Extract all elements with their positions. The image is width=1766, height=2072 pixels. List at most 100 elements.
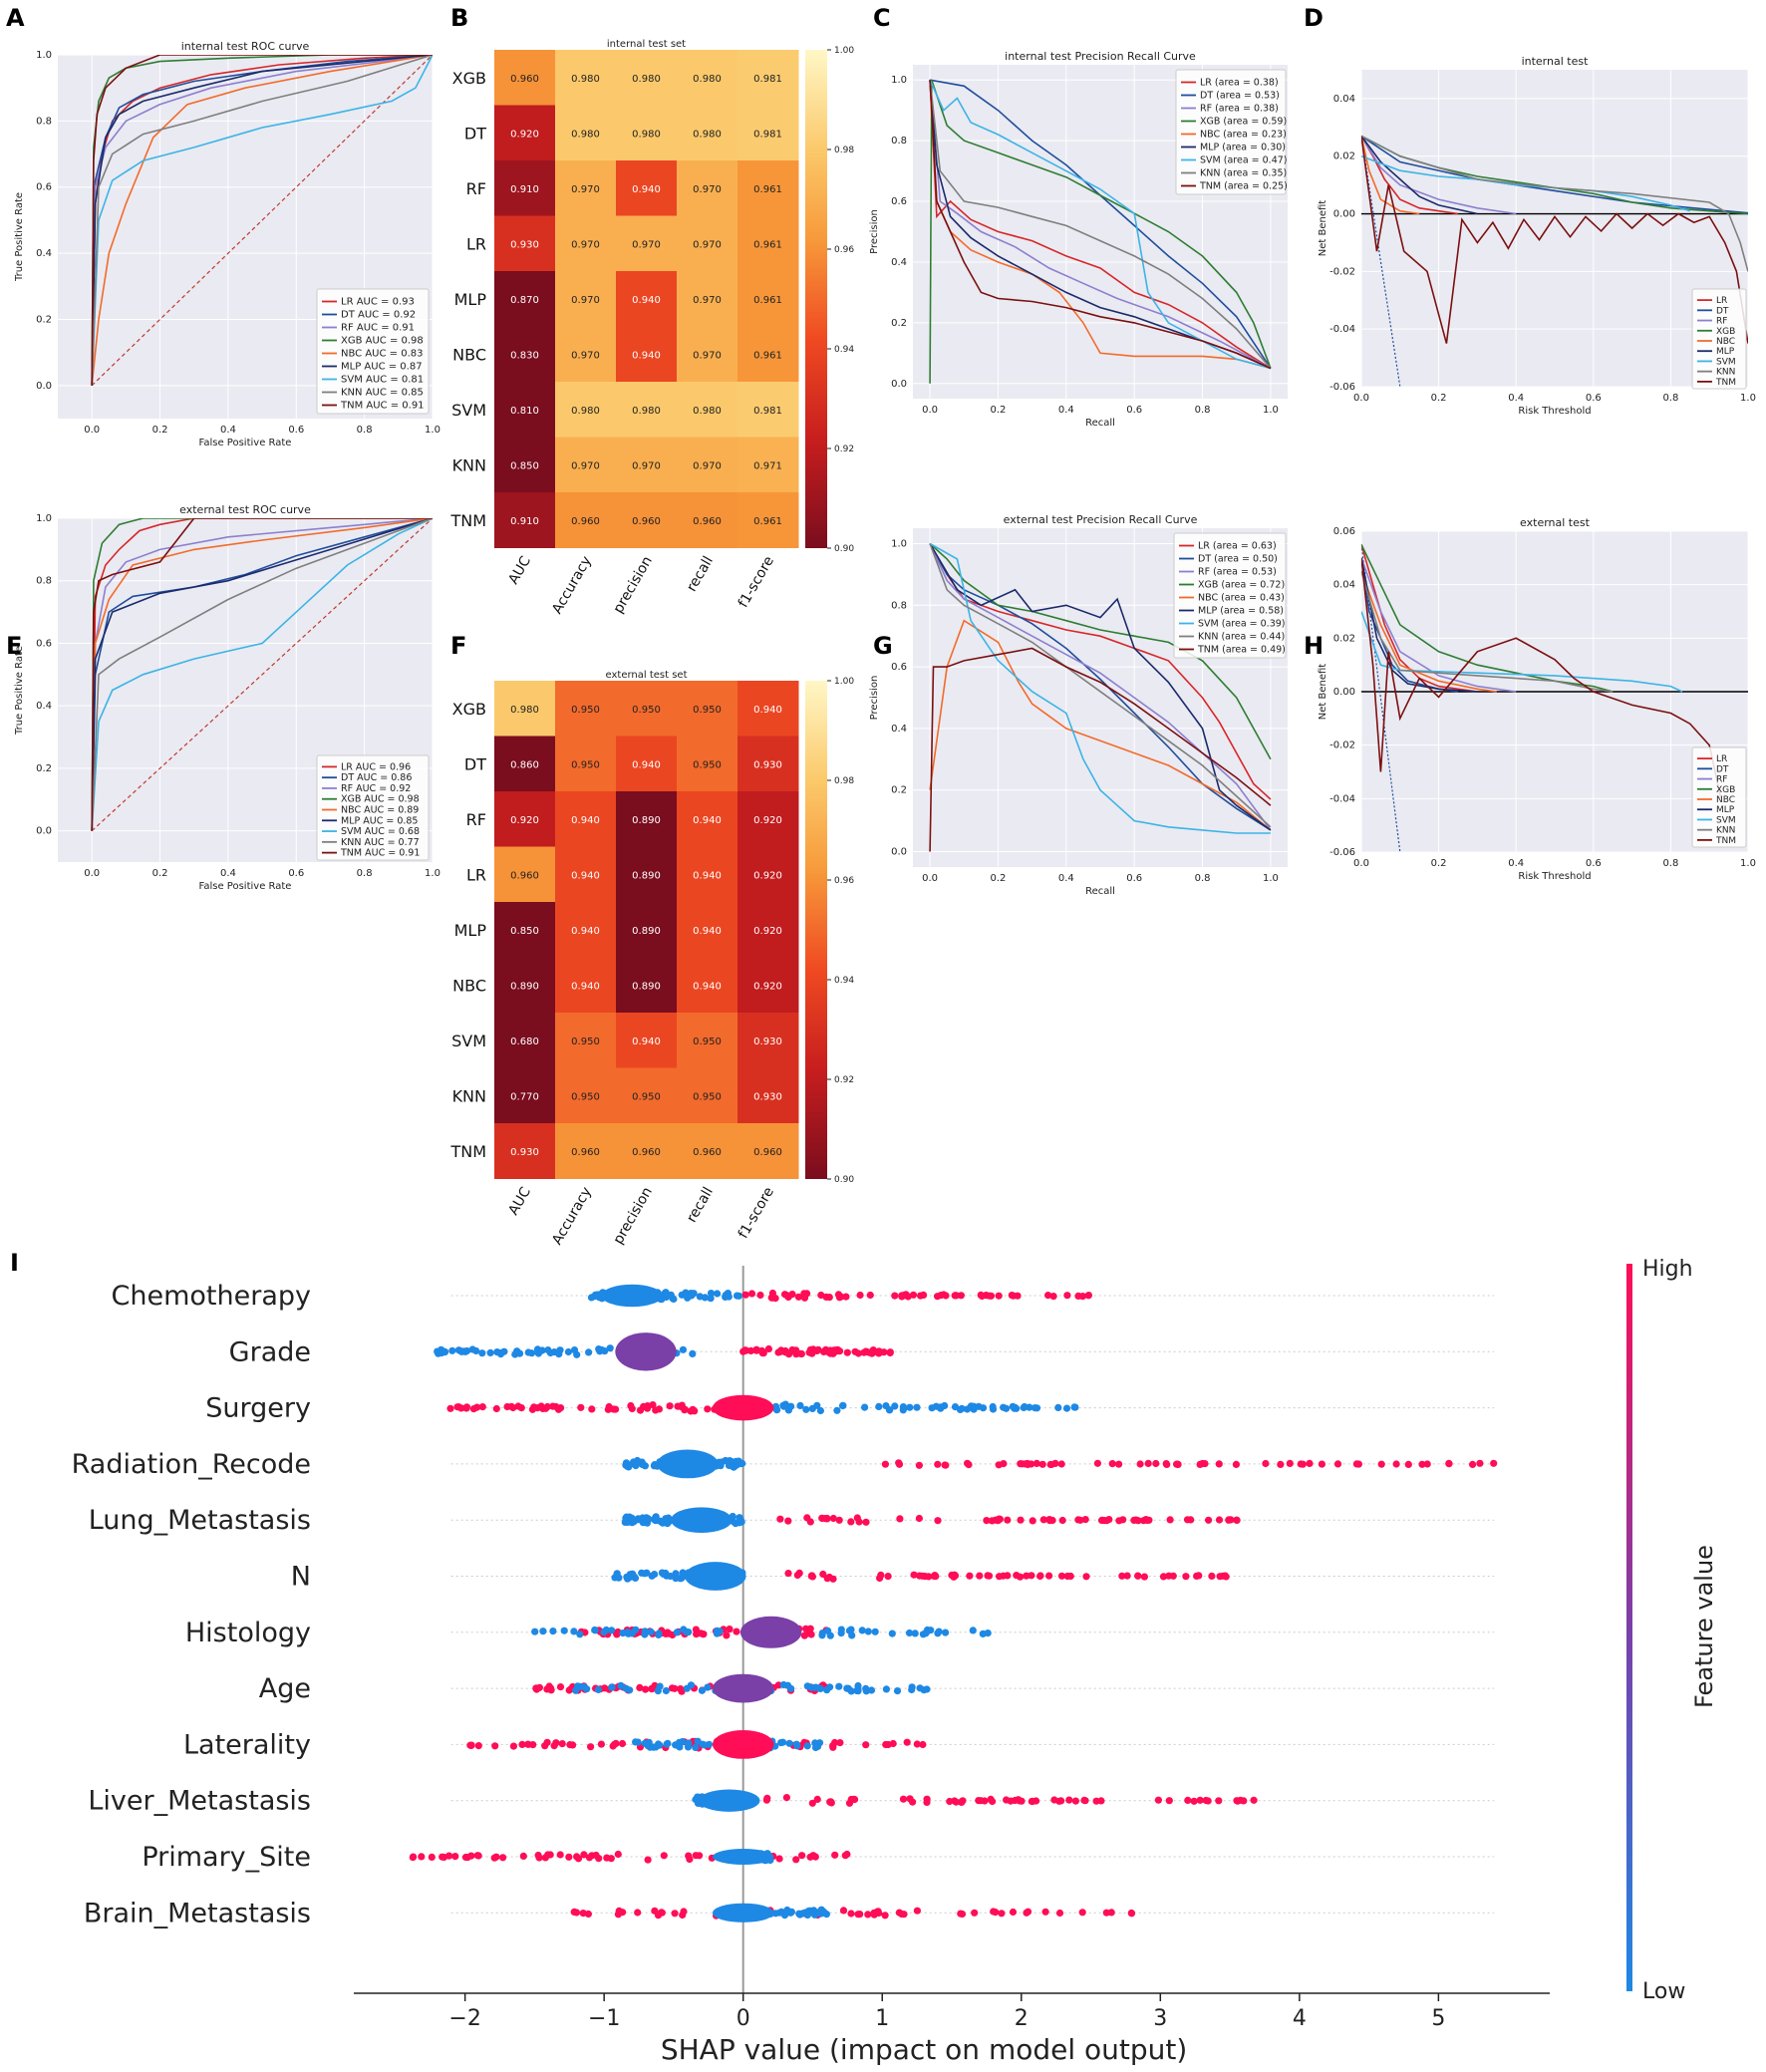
shap-point [830,1346,838,1354]
shap-point [818,1629,826,1637]
shap-point [550,1742,558,1750]
shap-point [921,1573,929,1581]
shap-point [792,1740,800,1748]
shap-point [518,1740,526,1748]
colorbar [805,50,827,548]
shap-point [544,1851,552,1859]
heatmap-cell [616,681,678,737]
shap-point [757,1346,766,1354]
shap-point [858,1627,866,1634]
shap-point [1115,1517,1123,1525]
shap-point [842,1293,850,1301]
shap-point [673,1628,681,1636]
colorbar-tick-label: 1.00 [834,46,854,56]
legend-entry: RF (area = 0.53) [1198,567,1277,578]
legend-entry: NBC AUC = 0.89 [341,805,419,816]
shap-point [919,1740,927,1749]
heatmap-cell [677,1123,738,1179]
shap-point [462,1403,470,1411]
cell-value: 0.930 [510,1147,539,1158]
heatmap-cell [555,1067,617,1124]
shap-point [588,1405,596,1413]
shap-point [965,1461,973,1469]
heatmap-cell [737,957,799,1014]
cell-value: 0.830 [510,350,539,361]
shap-point [1065,1796,1073,1804]
legend-box [316,288,430,415]
shap-point [689,1349,697,1357]
colorbar-low-label: Low [1642,1979,1685,2004]
shap-point [866,1291,874,1300]
y-tick-label: 0.0 [891,847,907,858]
shap-point [1404,1460,1412,1468]
cell-value: 0.980 [632,129,661,140]
feature-label: Laterality [183,1729,311,1760]
feature-label: N [291,1562,311,1593]
x-tick-label: 0.6 [1586,858,1602,869]
shap-point [654,1687,662,1695]
shap-point [629,1517,637,1525]
shap-point [940,1291,948,1299]
cell-value: 0.970 [693,295,722,306]
series-group [91,55,433,387]
series-xgb [1361,544,1614,693]
shap-point [1136,1460,1144,1468]
shap-point [727,1458,735,1466]
feature-label: Surgery [205,1393,311,1424]
shap-point [768,1289,777,1298]
shap-point [468,1345,476,1353]
shap-point [1047,1460,1055,1469]
cell-value: 0.910 [510,516,539,527]
panel-label-g: G [873,632,893,660]
heatmap-cell [494,681,556,737]
shap-point [785,1739,793,1747]
y-tick-label: 0.0 [36,381,52,392]
legend-entry: SVM AUC = 0.68 [341,826,420,837]
shap-point [778,1738,787,1746]
shap-point [535,1683,544,1691]
x-tick-label: 0.8 [1662,393,1678,404]
panel-label-b: B [450,4,468,32]
legend-entry: MLP (area = 0.58) [1198,606,1284,617]
shap-point [603,1854,611,1862]
cell-value: 0.950 [693,1036,722,1047]
shap-point [556,1851,564,1859]
shap-point [806,1518,814,1526]
cell-value: 0.920 [510,815,539,826]
shap-point [724,1290,733,1298]
cell-value: 0.850 [510,926,539,937]
series-tnm [91,55,433,386]
row-label: TNM [449,1142,486,1161]
cell-value: 0.970 [693,460,722,471]
shap-point [810,1683,819,1691]
series-tnm [1361,557,1722,799]
shap-point [692,1852,700,1860]
shap-point [1044,1292,1052,1300]
y-tick-label: 0.6 [36,182,52,193]
shap-point [920,1291,928,1299]
y-tick-label: -0.04 [1329,324,1355,335]
shap-point [1010,1292,1018,1300]
legend-entry: NBC [1716,795,1735,805]
colorbar-tick-label: 0.94 [834,976,854,986]
cell-value: 0.961 [753,184,782,195]
shap-point [942,1461,950,1469]
x-tick-label: 0.2 [152,868,168,879]
y-tick-label: 0.0 [891,379,907,390]
legend-entry: RF (area = 0.38) [1200,104,1279,115]
shap-point [554,1405,563,1413]
shap-point [610,1740,618,1749]
shap-point [864,1628,872,1635]
shap-point [1084,1292,1092,1300]
shap-point [1208,1572,1216,1580]
series-mlp [91,55,433,386]
heatmap-cell [555,736,617,792]
shap-point [660,1852,668,1860]
x-tick-label: 0.2 [991,405,1007,416]
shap-point [823,1515,831,1523]
shap-point [1108,1460,1116,1468]
shap-point [1050,1796,1058,1804]
feature-points [587,1284,1092,1308]
heatmap-cell [737,437,799,493]
cell-value: 0.940 [571,870,600,881]
